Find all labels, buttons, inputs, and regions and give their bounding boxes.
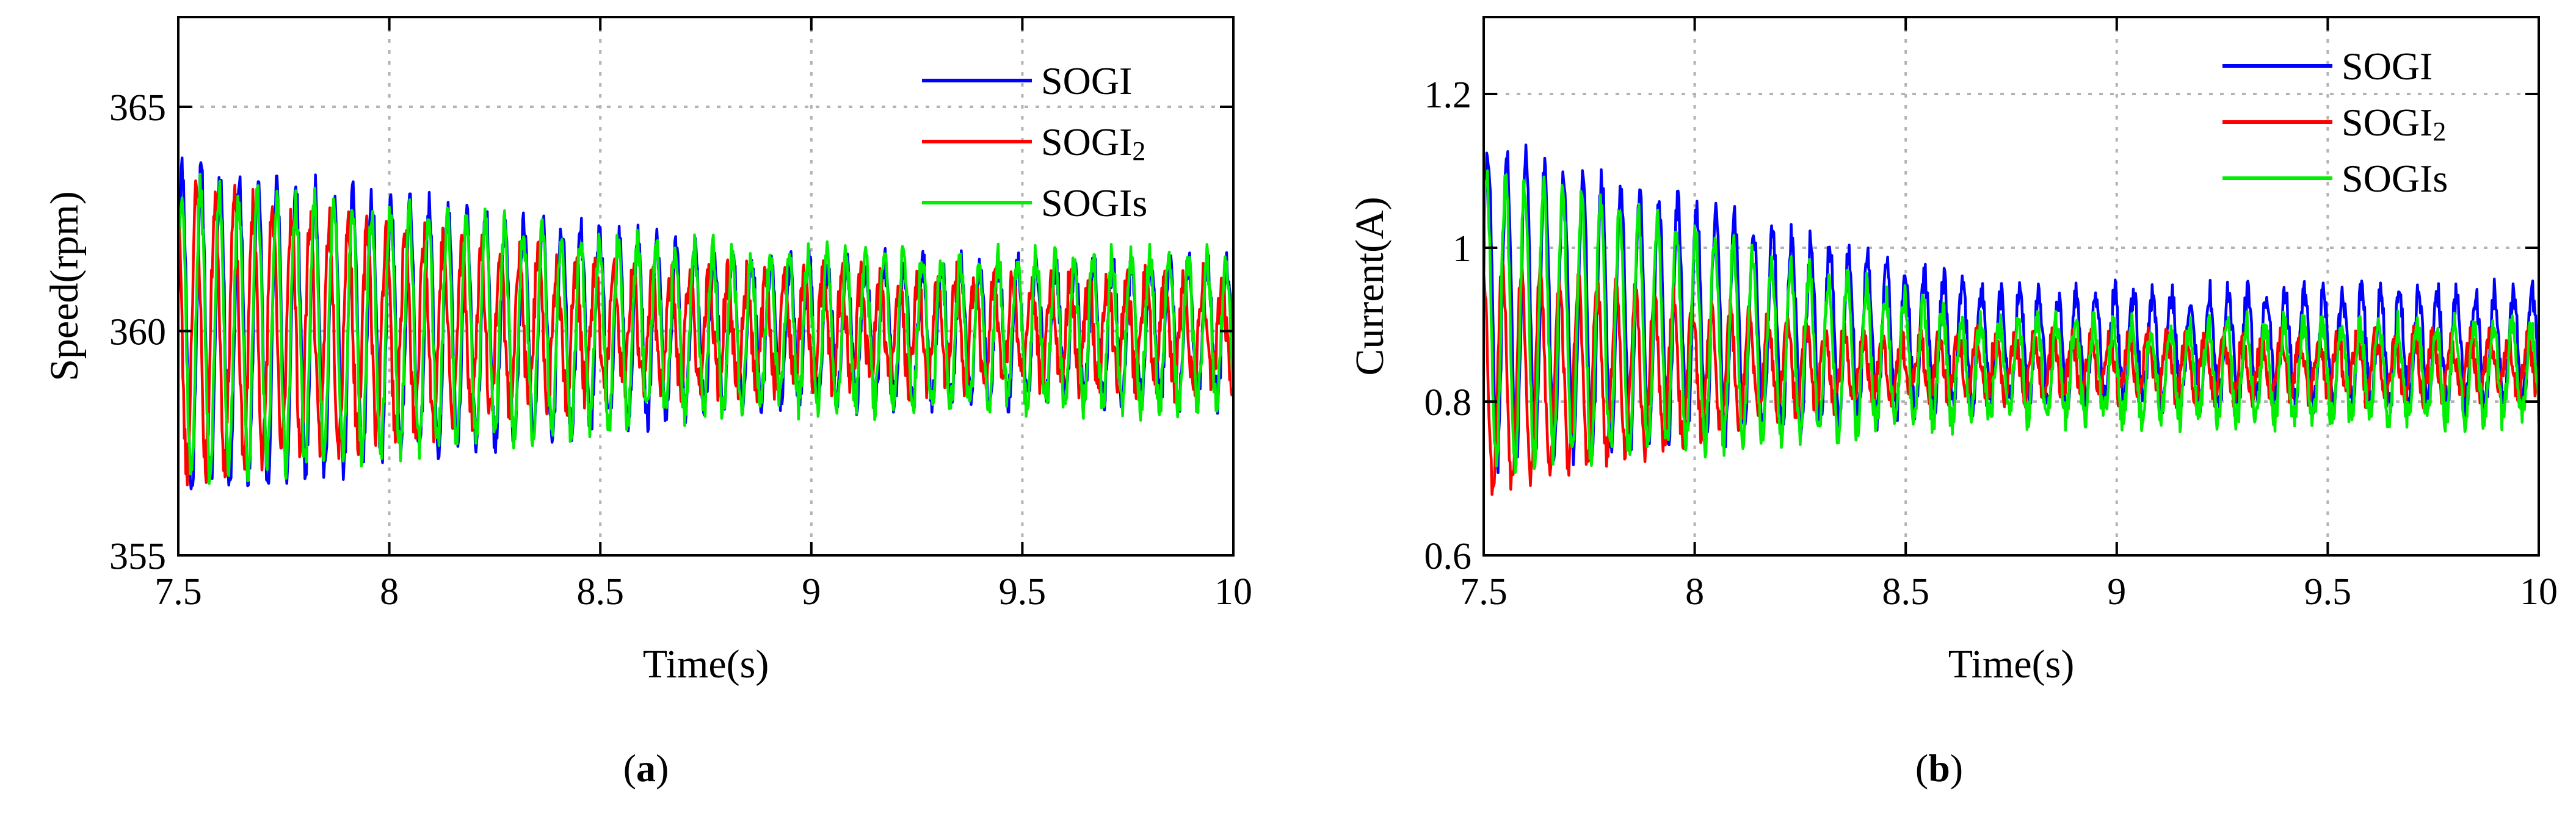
panel-caption: (a): [623, 746, 669, 790]
speed-chart: 7.5 8 8.5 9 9.5 10 355 360 365 Time(s) Speed(rpm) S…: [42, 16, 1252, 790]
series-group: [178, 156, 1233, 491]
y-tick-label: 365: [109, 87, 166, 129]
current-chart: 7.5 8 8.5 9 9.5 10 0.6 0.8 1 1.2 Time(s) Current(A)…: [1348, 16, 2558, 790]
y-tick-label: 0.8: [1424, 382, 1472, 424]
x-tick-label: 8: [1685, 571, 1704, 613]
legend-label-sogis: SOGIs: [2342, 157, 2448, 200]
x-tick-label: 9.5: [2304, 571, 2352, 613]
x-tick-label: 9: [2107, 571, 2126, 613]
series-group: [1484, 143, 2539, 496]
x-tick-label: 10: [2520, 571, 2558, 613]
x-axis-label: Time(s): [1948, 642, 2075, 687]
series-line-sogi2: [178, 179, 1233, 486]
plot-frame: [177, 16, 1235, 557]
y-axis-label: Current(A): [1348, 197, 1392, 375]
x-tick-label: 8.5: [576, 571, 624, 613]
series-line-sogis: [178, 173, 1233, 485]
series-line-sogi2: [1484, 260, 2539, 496]
legend-label-sogi2: SOGI2: [2342, 101, 2446, 146]
x-tick-label: 9: [802, 571, 821, 613]
x-tick-label: 7.5: [154, 571, 202, 613]
plot-frame: [1482, 16, 2540, 557]
y-tick-label: 360: [109, 312, 166, 353]
y-tick-label: 1.2: [1424, 74, 1472, 116]
y-tick-label: 1: [1453, 228, 1471, 270]
x-tick-label: 8.5: [1882, 571, 1929, 613]
x-tick-label: 9.5: [999, 571, 1047, 613]
y-axis-label: Speed(rpm): [42, 191, 87, 381]
y-tick-label: 0.6: [1424, 536, 1472, 577]
x-tick-label: 8: [380, 571, 399, 613]
x-tick-label: 7.5: [1460, 571, 1508, 613]
y-tick-label: 355: [109, 536, 166, 577]
x-tick-label: 10: [1214, 571, 1252, 613]
legend: SOGI SOGI2 SOGIs: [2222, 45, 2448, 200]
legend-label-sogi: SOGI: [2342, 45, 2433, 88]
grid: [178, 17, 1233, 555]
panel-caption: (b): [1915, 746, 1963, 790]
legend: SOGI SOGI2 SOGIs: [922, 59, 1147, 225]
series-line-sogis: [1484, 169, 2539, 474]
legend-label-sogi2: SOGI2: [1041, 120, 1145, 166]
x-axis-label: Time(s): [643, 642, 769, 687]
legend-label-sogis: SOGIs: [1041, 181, 1147, 225]
legend-label-sogi: SOGI: [1041, 59, 1132, 103]
